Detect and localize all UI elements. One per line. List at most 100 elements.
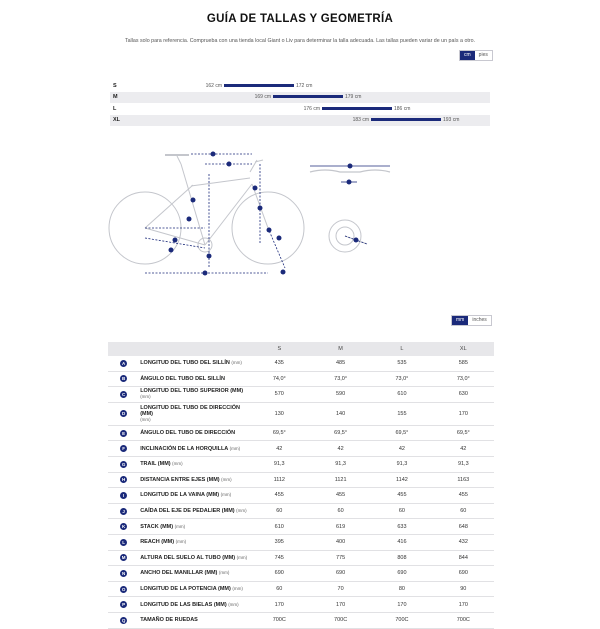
- row-letter-badge: E: [120, 429, 128, 437]
- front-wheel: [231, 191, 305, 265]
- row-value-l: 455: [371, 487, 433, 504]
- header-name-column: [139, 342, 249, 356]
- seat-tube: [180, 163, 206, 246]
- bike-illustration: [108, 154, 305, 265]
- marker-l-dot: [226, 161, 232, 167]
- row-name-cell: ÁNGULO DEL TUBO DEL SILLÍN: [139, 371, 249, 388]
- row-letter-badge: H: [120, 476, 128, 484]
- row-unit: (mm): [140, 394, 151, 400]
- row-name: TAMAÑO DE RUEDAS: [140, 617, 198, 624]
- row-value-l: 60: [371, 503, 433, 520]
- size-range-bar: [273, 95, 343, 98]
- marker-j-dot: [172, 237, 178, 243]
- row-value-s: 74,0°: [248, 371, 310, 388]
- height-unit-toggle[interactable]: cm pies: [459, 50, 493, 61]
- row-unit: (mm): [175, 539, 187, 545]
- row-value-m: 91,3: [309, 456, 372, 473]
- row-unit: (mm): [229, 445, 241, 451]
- row-value-m: 400: [309, 534, 372, 551]
- row-value-xl: 170: [432, 402, 494, 426]
- row-value-m: 70: [309, 581, 372, 598]
- marker-e-dot: [266, 227, 272, 233]
- unit-mm-button[interactable]: mm: [452, 316, 469, 325]
- row-value-l: 416: [371, 534, 433, 551]
- row-marker-cell: G: [108, 456, 140, 473]
- row-value-xl: 690: [432, 565, 494, 582]
- size-range-bar: [322, 106, 392, 110]
- row-value-m: 619: [309, 518, 372, 535]
- row-marker-cell: Q: [108, 612, 140, 629]
- row-value-s: 69,5°: [248, 425, 310, 442]
- row-name-cell: LONGITUD DEL TUBO SUPERIOR (MM) (mm): [139, 386, 249, 403]
- row-marker-cell: I: [108, 487, 140, 504]
- row-marker-cell: F: [108, 440, 140, 457]
- rider-height-chart: S 162 cm 172 cm M 169 cm 179 cm L 176 cm 186 cm X…: [110, 80, 490, 126]
- row-value-m: 42: [309, 440, 372, 457]
- handlebar-outline: [254, 159, 264, 163]
- row-value-s: 91,3: [248, 456, 310, 473]
- marker-i-dot: [168, 247, 174, 253]
- page-title: GUÍA DE TALLAS Y GEOMETRÍA: [206, 13, 394, 25]
- row-letter-badge: M: [120, 554, 128, 562]
- marker-h-dot: [202, 270, 208, 276]
- row-value-l: 808: [371, 550, 433, 567]
- size-max-height: 186 cm: [394, 105, 411, 112]
- size-max-height: 179 cm: [345, 94, 362, 100]
- table-row: C LONGITUD DEL TUBO SUPERIOR (MM) (mm) 570…: [108, 386, 494, 403]
- row-value-s: 570: [248, 386, 310, 403]
- row-value-m: 170: [309, 596, 372, 613]
- row-value-xl: 1163: [432, 472, 494, 489]
- row-marker-cell: J: [108, 503, 140, 520]
- chain-stay: [144, 227, 206, 246]
- crankset-ring: [328, 219, 362, 253]
- geometry-unit-toggle[interactable]: mm inches: [451, 315, 492, 326]
- marker-p-dot: [353, 237, 359, 243]
- row-unit: (mm): [174, 523, 186, 529]
- row-value-m: 700C: [309, 612, 372, 629]
- row-unit: (mm): [221, 476, 232, 482]
- row-value-m: 775: [309, 550, 372, 567]
- table-row: E ÁNGULO DEL TUBO DE DIRECCIÓN 69,5° 69,5° 6…: [108, 425, 494, 442]
- row-name-cell: TAMAÑO DE RUEDAS: [139, 612, 249, 629]
- row-value-xl: 648: [432, 518, 494, 535]
- marker-m-dot: [206, 253, 212, 259]
- header-size-xl: XL: [432, 342, 494, 356]
- marker-o-dot: [346, 179, 352, 185]
- unit-cm-button[interactable]: cm: [460, 51, 475, 60]
- row-name-cell: LONGITUD DE LA POTENCIA (MM) (mm): [139, 581, 249, 598]
- table-row: D LONGITUD DEL TUBO DE DIRECCIÓN (MM) (mm)…: [108, 402, 494, 426]
- table-row: A LONGITUD DEL TUBO DEL SILLÍN (mm) 435 485…: [108, 356, 494, 372]
- row-value-l: 80: [371, 581, 433, 598]
- row-marker-cell: H: [108, 472, 140, 489]
- row-value-l: 633: [371, 518, 433, 535]
- row-value-l: 69,5°: [371, 425, 433, 442]
- row-marker-cell: K: [108, 518, 140, 535]
- row-name: INCLINACIÓN DE LA HORQUILLA: [140, 445, 229, 452]
- row-value-xl: 42: [432, 440, 494, 457]
- row-value-l: 170: [371, 596, 433, 613]
- marker-a-dot: [190, 197, 196, 203]
- row-value-l: 1142: [371, 472, 433, 489]
- row-name-cell: ALTURA DEL SUELO AL TUBO (MM) (mm): [139, 550, 249, 567]
- row-name: LONGITUD DE LA VAINA (MM): [140, 492, 220, 499]
- row-value-s: 42: [248, 440, 310, 457]
- size-min-height: 183 cm: [352, 117, 369, 123]
- row-name-cell: CAÍDA DEL EJE DE PEDALIER (MM) (mm): [139, 503, 249, 520]
- size-label: M: [113, 94, 118, 100]
- row-unit: (mm): [236, 554, 248, 560]
- crankset-inner-ring: [335, 226, 355, 246]
- chainring: [197, 237, 213, 253]
- marker-f-dot: [276, 235, 282, 241]
- unit-feet-button[interactable]: pies: [474, 51, 492, 60]
- row-marker-cell: E: [108, 425, 140, 442]
- row-marker-cell: A: [108, 356, 140, 372]
- row-name: LONGITUD DEL TUBO DE DIRECCIÓN (MM): [140, 404, 241, 417]
- row-name: LONGITUD DE LA POTENCIA (MM): [140, 586, 231, 593]
- row-letter-badge: K: [120, 523, 128, 531]
- row-marker-cell: O: [108, 581, 140, 598]
- dim-line-i: [144, 237, 206, 249]
- row-marker-cell: L: [108, 534, 140, 551]
- row-value-m: 455: [309, 487, 372, 504]
- unit-inches-button[interactable]: inches: [468, 316, 491, 325]
- row-value-xl: 91,3: [432, 456, 494, 473]
